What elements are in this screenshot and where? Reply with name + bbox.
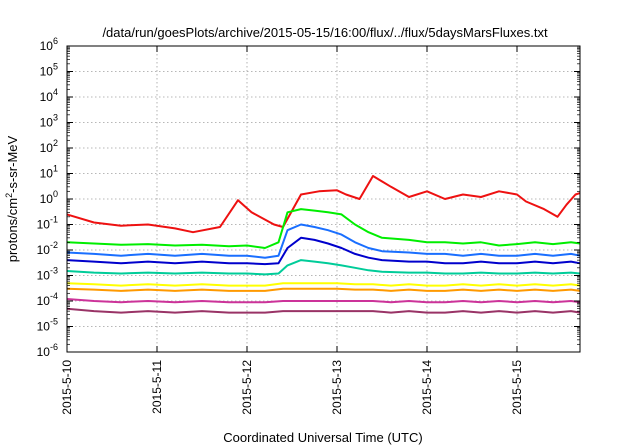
y-tick-label: 101 (40, 164, 58, 181)
axis-layer: 10-6 10-5 10-4 10-3 10-2 10-1 100 101 102 103 104 1… (37, 36, 580, 415)
y-axis-label-suffix: -s-sr-MeV (5, 135, 20, 192)
x-axis-label: Coordinated Universal Time (UTC) (223, 430, 422, 445)
y-tick-label: 100 (40, 189, 58, 206)
y-axis-label-superscript: 2 (4, 193, 14, 198)
x-tick-label: 2015-5-15 (510, 360, 524, 415)
y-tick-label: 10-6 (37, 342, 58, 359)
y-tick-label: 10-5 (37, 317, 58, 334)
plot-frame (66, 45, 581, 353)
series-line (66, 259, 581, 276)
series-line (66, 208, 581, 249)
series-line (66, 236, 581, 266)
chart-title: /data/run/goesPlots/archive/2015-05-15/1… (102, 25, 548, 40)
x-tick-label: 2015-5-13 (330, 360, 344, 415)
series-line (66, 287, 581, 292)
y-tick-label: 104 (40, 87, 58, 104)
series-line (66, 175, 581, 234)
series-line (66, 223, 581, 259)
x-tick-label: 2015-5-10 (60, 360, 74, 415)
x-tick-label: 2015-5-11 (150, 360, 164, 414)
x-tick-label: 2015-5-14 (420, 360, 434, 415)
y-tick-label: 106 (40, 36, 58, 53)
x-tick-label: 2015-5-12 (240, 360, 254, 415)
series-line (66, 298, 581, 304)
y-tick-label: 10-4 (37, 291, 58, 308)
y-tick-label: 105 (40, 62, 58, 79)
y-tick-label: 103 (40, 113, 58, 130)
series-line (66, 307, 581, 314)
y-axis-label: protons/cm2-s-sr-MeV (4, 135, 20, 262)
series-layer (66, 175, 581, 314)
y-tick-label: 10-2 (37, 240, 58, 257)
series-line (66, 282, 581, 287)
y-axis-label-prefix: protons/cm (5, 198, 20, 262)
y-tick-label: 10-1 (37, 215, 58, 232)
y-tick-label: 10-3 (37, 266, 58, 283)
y-tick-label: 102 (40, 138, 58, 155)
